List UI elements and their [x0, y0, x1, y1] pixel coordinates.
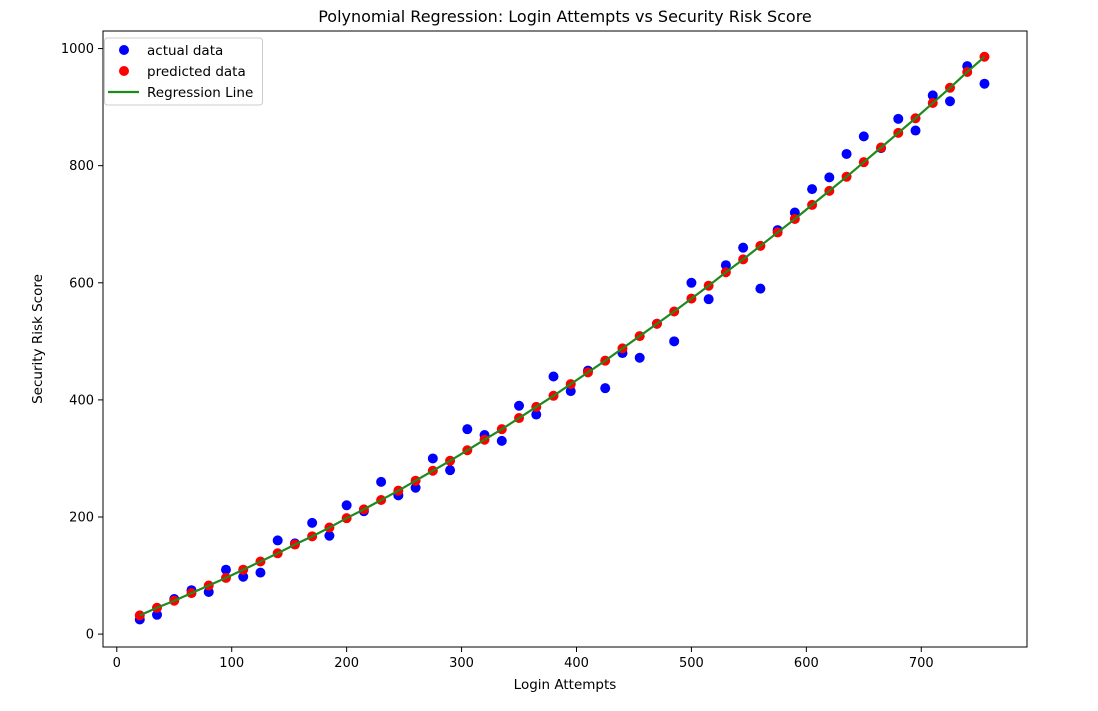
- y-tick-label: 600: [69, 276, 94, 291]
- legend-label: actual data: [147, 43, 223, 59]
- actual-data-point: [376, 476, 387, 487]
- legend-label: predicted data: [147, 64, 246, 80]
- actual-data-point: [807, 184, 818, 195]
- chart-title: Polynomial Regression: Login Attempts vs…: [318, 7, 812, 26]
- legend-box: [104, 37, 263, 106]
- actual-data-point: [634, 352, 645, 363]
- y-tick-label: 400: [69, 393, 94, 408]
- actual-data-point: [514, 400, 525, 411]
- actual-data-point: [893, 113, 904, 124]
- x-tick-label: 600: [794, 656, 819, 671]
- actual-data-point: [324, 530, 335, 541]
- actual-data-point: [565, 386, 576, 397]
- actual-data-point: [600, 383, 611, 394]
- actual-data-point: [979, 78, 990, 89]
- x-tick-label: 100: [219, 656, 244, 671]
- actual-data-point: [272, 535, 283, 546]
- x-tick-label: 0: [113, 656, 121, 671]
- x-tick-label: 400: [564, 656, 589, 671]
- plot-area: [134, 51, 990, 625]
- legend: actual data predicted data Regression Line: [104, 37, 263, 106]
- actual-data-point: [496, 435, 507, 446]
- x-tick-label: 200: [334, 656, 359, 671]
- actual-data-point: [410, 482, 421, 493]
- legend-label: Regression Line: [147, 85, 253, 101]
- actual-data-point: [720, 260, 731, 271]
- actual-data-point: [445, 465, 456, 476]
- y-axis-label: Security Risk Score: [30, 274, 46, 404]
- actual-data-point: [738, 242, 749, 253]
- actual-data-point: [927, 90, 938, 101]
- y-tick-label: 800: [69, 159, 94, 174]
- actual-data-point: [255, 567, 266, 578]
- actual-data-point: [669, 336, 680, 347]
- y-tick-label: 1000: [61, 42, 94, 57]
- actual-data-point: [152, 609, 163, 620]
- x-axis: 0 100 200 300 400 500 600 700: [113, 647, 934, 671]
- regression-line: [139, 55, 986, 617]
- x-tick-label: 500: [679, 656, 704, 671]
- legend-marker: [119, 45, 129, 55]
- legend-marker: [119, 66, 129, 76]
- actual-data-point: [841, 148, 852, 159]
- actual-data-point: [341, 500, 352, 511]
- actual-data-point: [307, 517, 318, 528]
- actual-data-point: [755, 283, 766, 294]
- actual-data-point: [945, 96, 955, 107]
- actual-data-point: [824, 172, 835, 183]
- actual-data-point: [220, 564, 231, 575]
- y-axis: 0 200 400 600 800 1000: [61, 42, 103, 643]
- y-tick-label: 200: [69, 511, 94, 526]
- x-axis-label: Login Attempts: [514, 677, 617, 693]
- actual-data-point: [238, 571, 249, 582]
- actual-data-point: [858, 131, 869, 142]
- actual-data-point: [910, 125, 921, 136]
- x-tick-label: 700: [909, 656, 934, 671]
- actual-data-point: [531, 409, 542, 420]
- x-tick-label: 300: [449, 656, 474, 671]
- actual-data-point: [703, 294, 714, 305]
- axes-frame: [102, 30, 1028, 648]
- actual-data-point: [686, 277, 697, 288]
- actual-data-point: [427, 453, 438, 464]
- actual-data-point: [548, 371, 559, 382]
- actual-data-point: [462, 424, 473, 435]
- y-tick-label: 0: [86, 628, 94, 643]
